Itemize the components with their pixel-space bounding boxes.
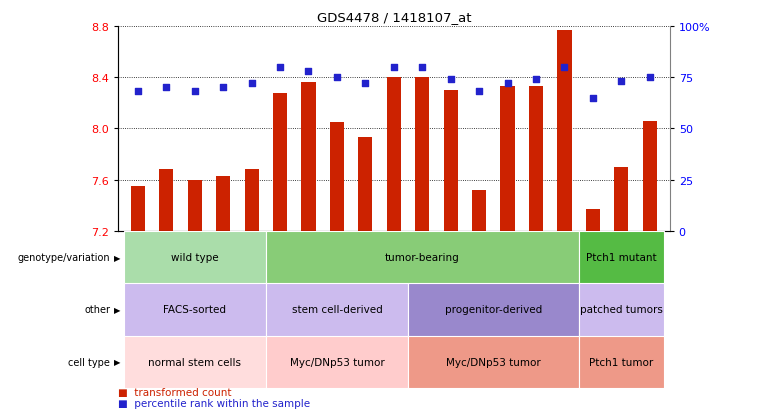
Text: normal stem cells: normal stem cells	[148, 357, 241, 367]
Point	[217, 85, 229, 91]
Bar	[578, 284, 664, 336]
Bar	[301, 83, 316, 231]
Bar	[123, 284, 266, 336]
Point	[444, 77, 457, 83]
Bar	[408, 284, 578, 336]
Title: GDS4478 / 1418107_at: GDS4478 / 1418107_at	[317, 11, 471, 24]
Text: other: other	[84, 305, 110, 315]
Point	[644, 75, 656, 81]
Bar	[586, 209, 600, 231]
Text: FACS-sorted: FACS-sorted	[164, 305, 226, 315]
Bar	[578, 336, 664, 388]
Bar	[416, 78, 429, 231]
Bar	[216, 176, 231, 231]
Point	[161, 85, 173, 91]
Bar	[444, 91, 458, 231]
Text: patched tumors: patched tumors	[580, 305, 663, 315]
Point	[246, 81, 258, 88]
Point	[359, 81, 371, 88]
Bar	[358, 138, 372, 231]
Text: stem cell-derived: stem cell-derived	[291, 305, 382, 315]
Bar	[244, 170, 259, 231]
Point	[274, 64, 286, 71]
Text: progenitor-derived: progenitor-derived	[444, 305, 542, 315]
Text: tumor-bearing: tumor-bearing	[385, 252, 460, 262]
Bar	[266, 336, 408, 388]
Text: ▶: ▶	[114, 253, 121, 262]
Bar	[159, 170, 174, 231]
Point	[587, 95, 599, 102]
Text: ▶: ▶	[114, 305, 121, 314]
Bar	[266, 231, 578, 284]
Text: ■  percentile rank within the sample: ■ percentile rank within the sample	[118, 398, 310, 408]
Bar	[501, 87, 514, 231]
Point	[530, 77, 542, 83]
Text: ▶: ▶	[114, 358, 121, 367]
Point	[189, 89, 201, 95]
Bar	[614, 167, 629, 231]
Point	[387, 64, 400, 71]
Bar	[266, 284, 408, 336]
Bar	[472, 190, 486, 231]
Text: Ptch1 tumor: Ptch1 tumor	[589, 357, 654, 367]
Text: wild type: wild type	[171, 252, 218, 262]
Bar	[188, 180, 202, 231]
Point	[501, 81, 514, 88]
Text: ■  transformed count: ■ transformed count	[118, 387, 231, 397]
Bar	[557, 31, 572, 231]
Point	[132, 89, 144, 95]
Bar	[387, 78, 401, 231]
Text: cell type: cell type	[68, 357, 110, 367]
Bar	[123, 231, 266, 284]
Point	[416, 64, 428, 71]
Text: genotype/variation: genotype/variation	[18, 252, 110, 262]
Bar	[529, 87, 543, 231]
Bar	[131, 187, 145, 231]
Bar	[642, 121, 657, 231]
Bar	[408, 336, 578, 388]
Text: Ptch1 mutant: Ptch1 mutant	[586, 252, 657, 262]
Point	[473, 89, 486, 95]
Point	[559, 64, 571, 71]
Point	[331, 75, 343, 81]
Text: Myc/DNp53 tumor: Myc/DNp53 tumor	[290, 357, 384, 367]
Bar	[273, 93, 287, 231]
Bar	[578, 231, 664, 284]
Text: Myc/DNp53 tumor: Myc/DNp53 tumor	[446, 357, 541, 367]
Point	[615, 79, 627, 85]
Bar	[330, 123, 344, 231]
Bar	[123, 336, 266, 388]
Point	[302, 69, 314, 75]
